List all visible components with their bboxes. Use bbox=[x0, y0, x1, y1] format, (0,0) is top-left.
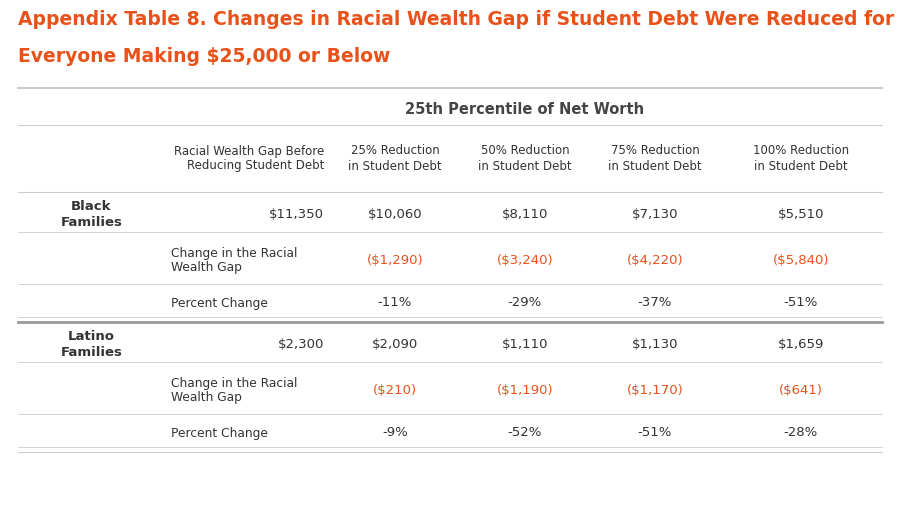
Text: ($1,290): ($1,290) bbox=[366, 254, 423, 267]
Text: 25th Percentile of Net Worth: 25th Percentile of Net Worth bbox=[405, 102, 644, 118]
Text: 25% Reduction
in Student Debt: 25% Reduction in Student Debt bbox=[348, 145, 442, 172]
Text: 100% Reduction
in Student Debt: 100% Reduction in Student Debt bbox=[753, 145, 849, 172]
Text: ($5,840): ($5,840) bbox=[773, 254, 829, 267]
Text: Change in the Racial
Wealth Gap: Change in the Racial Wealth Gap bbox=[171, 246, 297, 275]
Text: Racial Wealth Gap Before
Reducing Student Debt: Racial Wealth Gap Before Reducing Studen… bbox=[174, 145, 324, 172]
Text: Change in the Racial
Wealth Gap: Change in the Racial Wealth Gap bbox=[171, 376, 297, 404]
Text: Percent Change: Percent Change bbox=[171, 427, 268, 439]
Text: Black
Families: Black Families bbox=[60, 200, 122, 228]
Text: -51%: -51% bbox=[784, 296, 818, 310]
Text: 75% Reduction
in Student Debt: 75% Reduction in Student Debt bbox=[608, 145, 702, 172]
Text: ($3,240): ($3,240) bbox=[497, 254, 554, 267]
Text: Appendix Table 8. Changes in Racial Wealth Gap if Student Debt Were Reduced for: Appendix Table 8. Changes in Racial Weal… bbox=[18, 10, 895, 29]
Text: $1,110: $1,110 bbox=[502, 338, 548, 351]
Text: -52%: -52% bbox=[508, 427, 542, 439]
Text: ($641): ($641) bbox=[779, 384, 823, 397]
Text: $5,510: $5,510 bbox=[778, 208, 824, 221]
Text: -51%: -51% bbox=[638, 427, 672, 439]
Text: $7,130: $7,130 bbox=[632, 208, 679, 221]
Text: $8,110: $8,110 bbox=[502, 208, 548, 221]
Text: -11%: -11% bbox=[378, 296, 412, 310]
Text: ($4,220): ($4,220) bbox=[626, 254, 683, 267]
Text: Percent Change: Percent Change bbox=[171, 296, 268, 310]
Text: $11,350: $11,350 bbox=[269, 208, 324, 221]
Text: $2,090: $2,090 bbox=[372, 338, 418, 351]
Text: -37%: -37% bbox=[638, 296, 672, 310]
Text: Latino
Families: Latino Families bbox=[60, 331, 122, 358]
Text: $2,300: $2,300 bbox=[277, 338, 324, 351]
Text: ($1,190): ($1,190) bbox=[497, 384, 554, 397]
Text: $1,659: $1,659 bbox=[778, 338, 824, 351]
Text: $1,130: $1,130 bbox=[632, 338, 679, 351]
Text: -29%: -29% bbox=[508, 296, 542, 310]
Text: -9%: -9% bbox=[382, 427, 408, 439]
Text: ($1,170): ($1,170) bbox=[626, 384, 683, 397]
Text: 50% Reduction
in Student Debt: 50% Reduction in Student Debt bbox=[478, 145, 572, 172]
Text: -28%: -28% bbox=[784, 427, 818, 439]
Text: $10,060: $10,060 bbox=[368, 208, 422, 221]
Text: ($210): ($210) bbox=[373, 384, 417, 397]
Text: Everyone Making $25,000 or Below: Everyone Making $25,000 or Below bbox=[18, 47, 391, 66]
